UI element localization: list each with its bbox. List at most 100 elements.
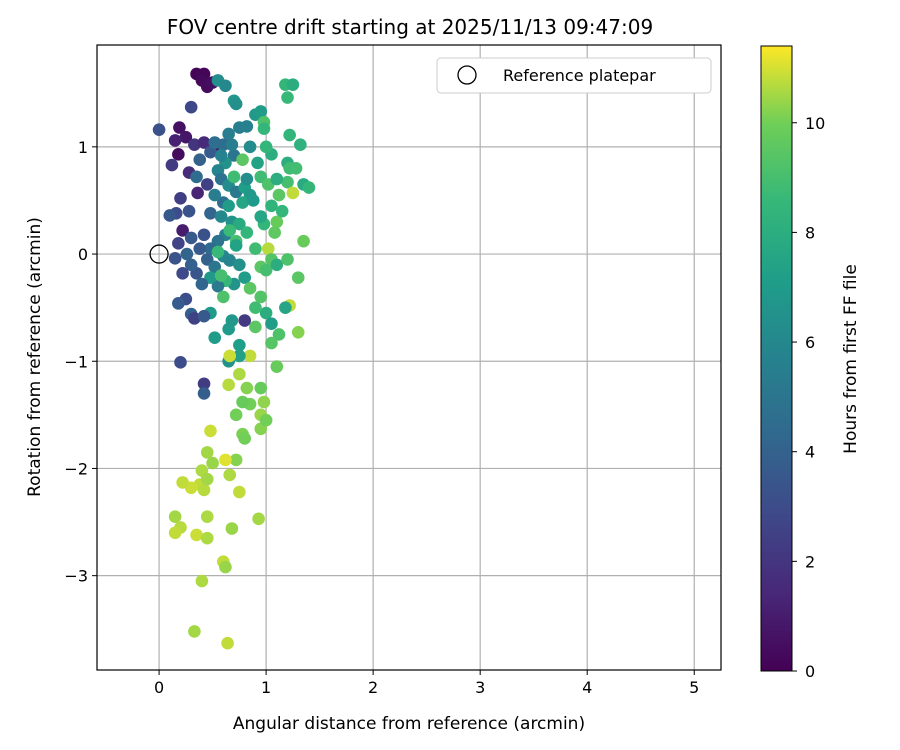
data-point xyxy=(219,453,232,467)
data-point xyxy=(216,290,230,304)
data-point xyxy=(190,528,203,542)
data-point xyxy=(184,258,198,272)
colorbar-tick-label: 0 xyxy=(805,662,815,681)
data-point xyxy=(176,476,189,489)
colorbar-tick-label: 2 xyxy=(805,552,815,571)
data-point xyxy=(182,204,196,218)
x-tick-label: 3 xyxy=(475,678,485,697)
data-point xyxy=(221,636,234,650)
data-point xyxy=(200,472,214,486)
x-axis-label: Angular distance from reference (arcmin) xyxy=(233,714,585,734)
data-point xyxy=(289,161,303,175)
data-point xyxy=(270,172,284,186)
data-point xyxy=(268,226,281,239)
scatter-points xyxy=(152,67,316,650)
x-tick-label: 2 xyxy=(368,678,378,697)
data-point xyxy=(279,301,292,314)
data-point xyxy=(254,381,268,395)
colorbar-tick-label: 6 xyxy=(805,333,815,352)
data-point xyxy=(163,209,177,222)
data-point xyxy=(249,301,262,314)
data-point xyxy=(240,381,254,395)
x-tick-label: 0 xyxy=(154,678,164,697)
data-point xyxy=(243,140,257,154)
data-point xyxy=(208,331,222,344)
data-point xyxy=(197,387,211,400)
data-point xyxy=(197,483,211,497)
data-point xyxy=(168,252,182,265)
data-point xyxy=(240,120,254,133)
data-point xyxy=(233,217,246,231)
data-point xyxy=(172,148,185,161)
data-point xyxy=(211,245,225,259)
data-point xyxy=(165,158,179,172)
data-point xyxy=(179,130,193,144)
colorbar-tick-label: 4 xyxy=(805,443,815,462)
data-point xyxy=(197,377,211,391)
data-point xyxy=(270,360,284,373)
data-point xyxy=(265,317,278,331)
data-point xyxy=(254,290,268,304)
data-point xyxy=(259,263,273,277)
data-point xyxy=(291,326,305,339)
data-point xyxy=(259,413,273,427)
data-point xyxy=(229,97,243,111)
data-point xyxy=(249,242,262,255)
data-point xyxy=(236,196,249,209)
data-point xyxy=(233,349,246,363)
data-point xyxy=(229,453,243,467)
data-point xyxy=(200,510,214,523)
y-axis-ticks: −3 −2 −1 0 1 xyxy=(64,138,97,586)
data-point xyxy=(272,188,286,202)
data-point xyxy=(219,79,232,93)
colorbar-ticks: 0 2 4 6 8 10 xyxy=(792,114,825,681)
plot-frame xyxy=(96,44,722,671)
data-point xyxy=(229,408,243,422)
y-tick-label: −3 xyxy=(64,567,88,586)
colorbar-label: Hours from first FF file xyxy=(841,264,861,454)
data-point xyxy=(168,134,182,147)
data-point xyxy=(223,349,237,363)
data-point xyxy=(259,140,273,154)
data-point xyxy=(236,395,249,409)
data-point xyxy=(195,574,209,588)
data-point xyxy=(297,234,310,248)
data-point xyxy=(281,175,294,189)
data-point xyxy=(193,242,207,255)
data-point xyxy=(197,136,211,149)
data-point xyxy=(197,228,211,242)
data-point xyxy=(214,210,228,223)
data-point xyxy=(238,432,252,445)
colorbar: 0 2 4 6 8 10 Hours from first FF file xyxy=(760,45,861,681)
x-tick-label: 5 xyxy=(689,678,699,697)
data-point xyxy=(286,78,300,91)
data-point xyxy=(265,336,278,350)
data-point xyxy=(294,138,307,151)
data-point xyxy=(236,153,249,167)
data-point xyxy=(302,181,316,194)
x-tick-label: 1 xyxy=(261,678,271,697)
data-point xyxy=(204,271,217,284)
data-point xyxy=(252,512,265,526)
data-point xyxy=(208,260,222,274)
data-point xyxy=(222,199,235,213)
data-point xyxy=(208,136,222,149)
data-point xyxy=(200,446,214,459)
legend-marker-icon xyxy=(457,65,477,85)
data-point xyxy=(204,207,217,220)
legend-label: Reference platepar xyxy=(503,66,656,85)
data-point xyxy=(275,204,289,218)
data-point xyxy=(191,186,204,200)
data-point xyxy=(184,231,198,245)
data-point xyxy=(168,526,182,540)
data-point xyxy=(240,172,254,186)
y-tick-label: 0 xyxy=(78,245,88,264)
data-point xyxy=(184,100,198,114)
data-point xyxy=(251,156,264,170)
data-point xyxy=(283,128,296,142)
data-point xyxy=(270,258,284,272)
data-point xyxy=(223,468,237,482)
data-point xyxy=(200,531,214,545)
data-point xyxy=(174,192,187,205)
data-point xyxy=(211,279,225,293)
